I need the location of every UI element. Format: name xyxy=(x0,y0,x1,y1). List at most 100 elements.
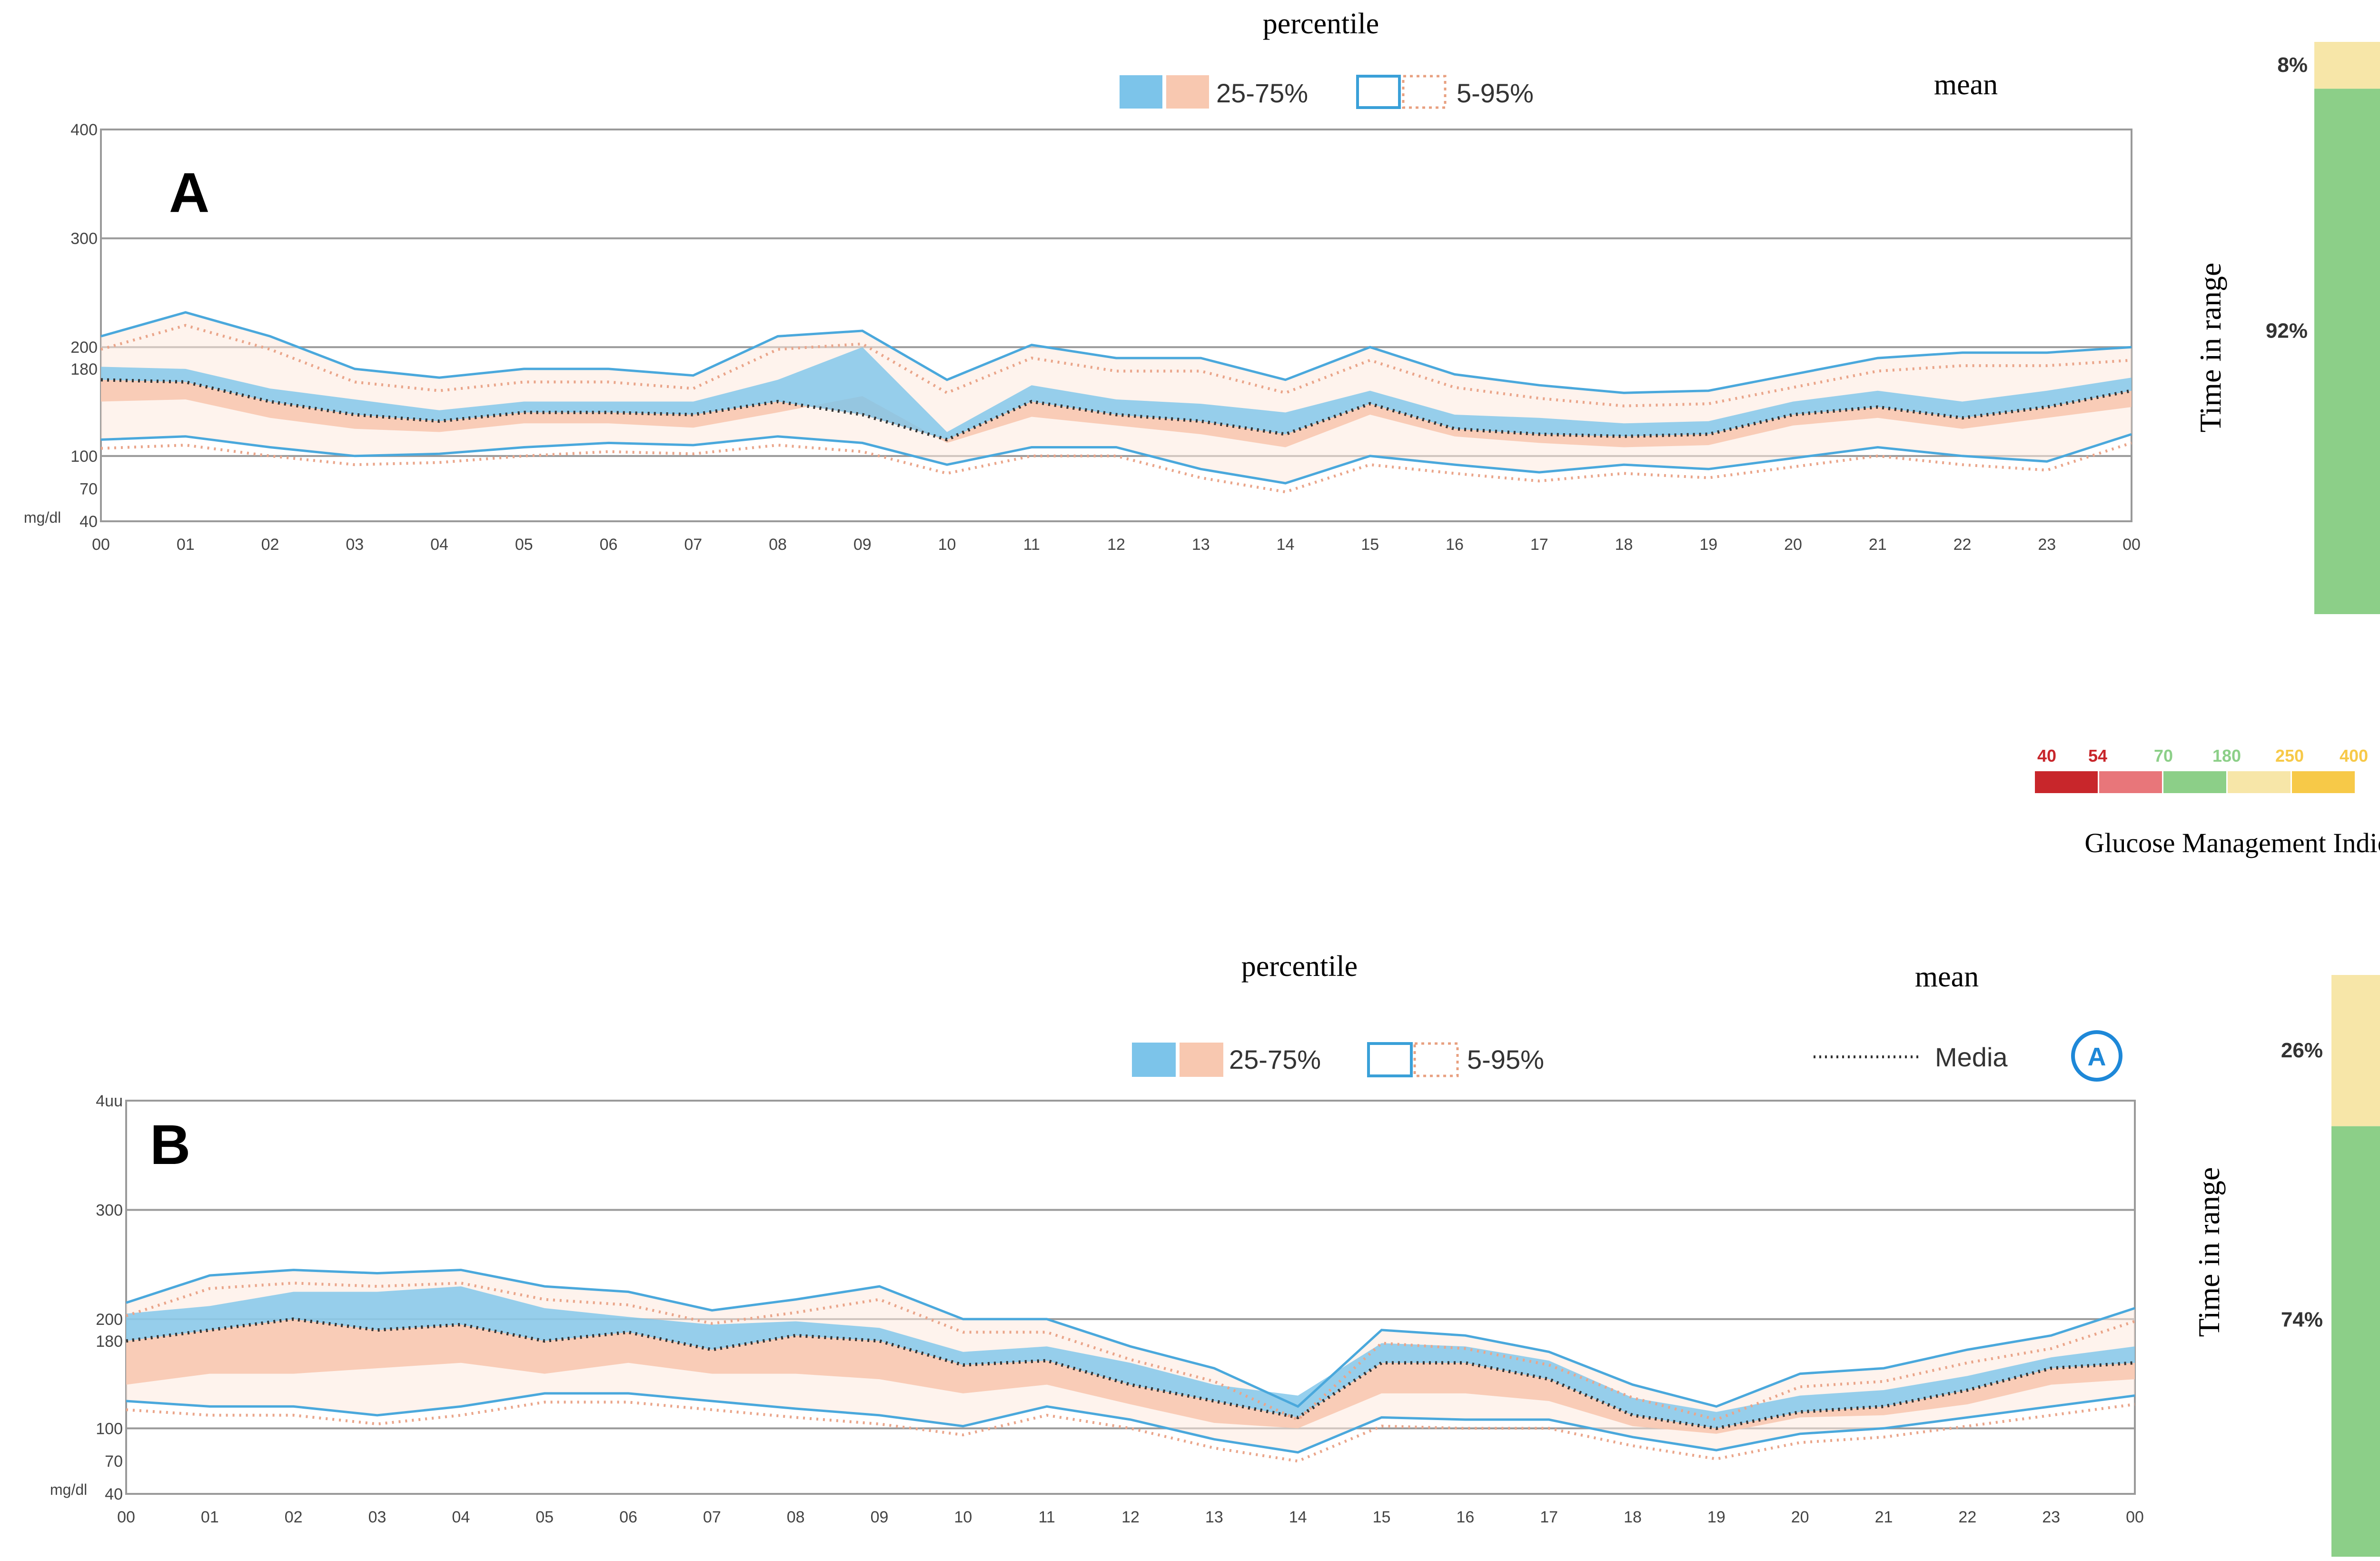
y-unit-a: mg/dl xyxy=(24,509,61,526)
y-tick-label: 100 xyxy=(96,1420,123,1438)
tir-in-range-segment-b xyxy=(2331,1126,2380,1557)
x-tick-label: 18 xyxy=(1615,536,1633,554)
time-in-range-a: Time in range 8% 92% xyxy=(2193,42,2380,614)
x-tick-label: 04 xyxy=(430,536,448,554)
panel-letter-a: A xyxy=(169,161,209,224)
legend-range-salmon-swatch xyxy=(1402,75,1447,109)
x-tick-label: 02 xyxy=(261,536,279,554)
p5-line xyxy=(126,1392,2135,1454)
badge-a-letter: A xyxy=(2088,1043,2106,1071)
legend-range-salmon-swatch xyxy=(1413,1042,1459,1077)
x-tick-label: 06 xyxy=(619,1508,637,1526)
percentile-label-a: percentile xyxy=(1263,8,1379,40)
x-tick-label: 16 xyxy=(1446,536,1464,554)
legend-range-blue-swatch xyxy=(1367,1042,1413,1077)
tir-above-value-a: 8% xyxy=(2277,53,2308,77)
tir-in-value-a: 92% xyxy=(2266,319,2308,343)
x-tick-label: 17 xyxy=(1530,536,1548,554)
x-tick-label: 11 xyxy=(1023,536,1040,554)
time-in-range-label-a: Time in range xyxy=(2193,263,2227,433)
x-tick-label: 19 xyxy=(1699,536,1717,554)
tir-in-range-segment-a xyxy=(2314,89,2380,614)
p95-line xyxy=(100,311,2132,394)
range-scale-label: 54 xyxy=(2088,746,2107,766)
x-tick-label: 14 xyxy=(1277,536,1295,554)
x-tick-label: 18 xyxy=(1624,1508,1642,1526)
x-tick-label: 20 xyxy=(1784,536,1802,554)
y-tick-label: 400 xyxy=(70,121,98,139)
percentile-lines-b xyxy=(126,1269,2135,1463)
y-tick-label: 70 xyxy=(79,480,98,498)
legend-b: 25-75% 5-95% Media A xyxy=(1132,1030,2122,1082)
mean-label-a: mean xyxy=(1934,69,1998,101)
x-tick-label: 05 xyxy=(536,1508,554,1526)
y-tick-label: 4uu xyxy=(96,1092,123,1110)
plot-area-a: 40 70 100 180 200 300 400 00 01 02 03 04 05 06 07 08 09… xyxy=(24,121,2141,554)
badge-a-icon xyxy=(2071,1030,2122,1082)
x-tick-label: 01 xyxy=(177,536,195,554)
y-tick-label: 180 xyxy=(70,360,98,378)
legend-iqr-blue-swatch xyxy=(1132,1043,1176,1077)
legend-iqr-salmon-swatch xyxy=(1180,1043,1223,1077)
tir-above-segment-b xyxy=(2331,975,2380,1126)
x-tick-label: 08 xyxy=(787,1508,805,1526)
x-tick-label: 15 xyxy=(1373,1508,1391,1526)
x-tick-label: 20 xyxy=(1791,1508,1809,1526)
y-tick-label: 200 xyxy=(96,1311,123,1329)
y-axis-a: 40 70 100 180 200 300 400 xyxy=(70,121,98,531)
percentile-label-b: percentile xyxy=(1241,950,1358,983)
y-tick-label: 300 xyxy=(96,1201,123,1219)
plot-area-b: 40 70 100 180 200 300 4uu 00 01 02 03 04 05 06 07 08 09… xyxy=(50,1092,2144,1526)
legend-range-blue-swatch xyxy=(1356,75,1401,109)
x-tick-label: 00 xyxy=(2126,1508,2144,1526)
x-tick-label: 09 xyxy=(871,1508,889,1526)
range-scale-bars xyxy=(2035,771,2355,793)
range-scale-segment xyxy=(2292,771,2355,793)
panel-b: percentile mean 25-75% 5-95% Media A 40 7… xyxy=(50,950,2380,1557)
band-50-75 xyxy=(126,1286,2135,1429)
x-tick-label: 22 xyxy=(1958,1508,1976,1526)
mean-line xyxy=(100,378,2132,442)
band-25-50 xyxy=(126,1319,2135,1434)
x-tick-label: 17 xyxy=(1540,1508,1558,1526)
x-tick-label: 03 xyxy=(346,536,364,554)
tir-in-value-b: 74% xyxy=(2281,1308,2323,1332)
legend-iqr-salmon-swatch xyxy=(1166,75,1209,109)
legend-media-label: Media xyxy=(1935,1042,2008,1072)
x-tick-label: 16 xyxy=(1456,1508,1474,1526)
x-tick-label: 19 xyxy=(1707,1508,1726,1526)
x-tick-label: 12 xyxy=(1107,536,1125,554)
range-scale-label: 180 xyxy=(2212,746,2241,766)
x-axis-b: 00 01 02 03 04 05 06 07 08 09 10 11 12 13 14 15 16 17 18 19… xyxy=(117,1508,2144,1526)
x-tick-label: 23 xyxy=(2042,1508,2060,1526)
range-scale-label: 400 xyxy=(2340,746,2368,766)
range-scale-segment xyxy=(2228,771,2291,793)
x-tick-label: 15 xyxy=(1361,536,1379,554)
plot-frame xyxy=(125,1100,2136,1495)
legend-range-label: 5-95% xyxy=(1467,1044,1544,1074)
x-tick-label: 02 xyxy=(285,1508,303,1526)
x-tick-label: 09 xyxy=(853,536,872,554)
tir-above-value-b: 26% xyxy=(2281,1039,2323,1062)
grid-a xyxy=(100,129,2132,522)
y-tick-label: 100 xyxy=(70,447,98,466)
legend-iqr-label: 25-75% xyxy=(1216,78,1308,108)
y-tick-label: 40 xyxy=(105,1485,123,1503)
y-tick-label: 40 xyxy=(79,513,98,531)
gmi-label: Glucose Management Indicator xyxy=(2084,827,2380,858)
panel-letter-b: B xyxy=(150,1114,190,1176)
tir-above-segment-a xyxy=(2314,42,2380,89)
x-tick-label: 01 xyxy=(201,1508,219,1526)
x-tick-label: 23 xyxy=(2038,536,2056,554)
x-tick-label: 10 xyxy=(954,1508,972,1526)
range-scale-label: 70 xyxy=(2154,746,2173,766)
x-tick-label: 03 xyxy=(368,1508,387,1526)
mean-label-b: mean xyxy=(1915,961,1979,993)
time-in-range-label-b: Time in range xyxy=(2192,1167,2226,1337)
x-tick-label: 13 xyxy=(1205,1508,1223,1526)
y-tick-label: 70 xyxy=(105,1452,123,1471)
percentile-25-75-band-b xyxy=(126,1286,2135,1434)
range-scale-segment xyxy=(2035,771,2098,793)
percentile-lines-a xyxy=(100,311,2132,494)
